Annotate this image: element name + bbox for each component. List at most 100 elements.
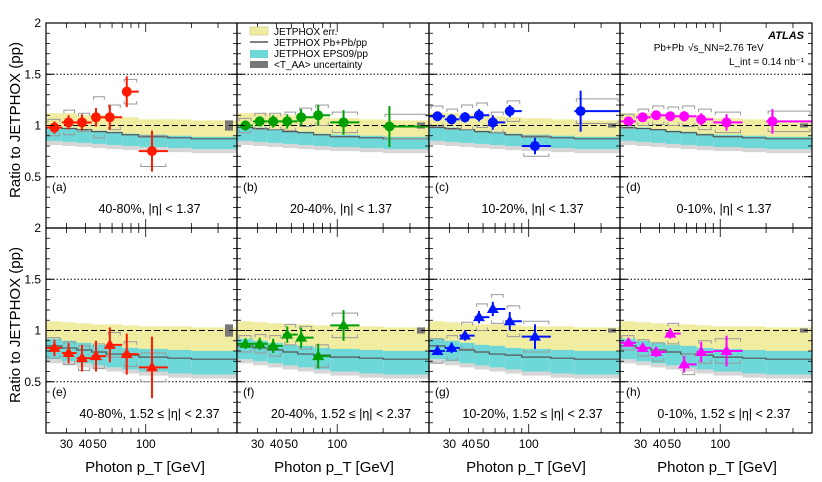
eps09-band (742, 349, 767, 374)
legend-swatch-taa (250, 61, 268, 68)
panel-tag: (h) (626, 385, 641, 399)
data-point (89, 350, 102, 361)
x-tick-label: 40 (270, 437, 284, 451)
x-tick-label: 40 (653, 437, 667, 451)
systematic-bracket (269, 335, 282, 339)
y-tick-label: 1.5 (24, 67, 41, 81)
panel-h: (h) 0-10%, 1.52 ≤ |η| < 2.37 30 40 50 100 (619, 227, 813, 451)
systematic-bracket (667, 106, 680, 111)
jetphox-pbpb-line (46, 126, 237, 140)
systematic-bracket (767, 110, 811, 115)
data-point (146, 146, 157, 157)
eps09-band (680, 131, 697, 145)
systematic-bracket (506, 333, 521, 338)
data-point (253, 337, 266, 348)
systematic-bracket (461, 345, 474, 350)
jetphox-grey-band (282, 143, 298, 149)
jetphox-grey-band (313, 146, 331, 151)
eps09-band (267, 129, 283, 143)
eps09-band (383, 351, 429, 375)
eps09-band (459, 342, 475, 364)
systematic-bracket (269, 353, 282, 357)
jetphox-grey-band (106, 144, 123, 150)
systematic-bracket (523, 135, 550, 139)
systematic-bracket (63, 341, 76, 345)
systematic-bracket (490, 129, 504, 134)
data-point (473, 110, 484, 121)
systematic-bracket (140, 378, 167, 383)
data-point (268, 116, 279, 127)
panel-tag: (d) (626, 180, 641, 194)
systematic-bracket (575, 120, 619, 124)
data-point (651, 110, 662, 121)
jetphox-grey-band (620, 140, 636, 145)
eps09-band (713, 134, 743, 148)
jetphox-grey-band (713, 371, 743, 376)
systematic-bracket (476, 303, 488, 307)
panel-label: 0-10%, |η| < 1.37 (676, 202, 771, 216)
jetphox-grey-band (138, 371, 168, 376)
jetphox-grey-band (252, 141, 268, 146)
jetphox-grey-band (444, 141, 460, 146)
jetphox-grey-band (76, 142, 92, 148)
data-point (384, 121, 395, 132)
systematic-bracket (63, 131, 76, 136)
systematic-bracket (506, 305, 521, 309)
data-point (575, 106, 586, 117)
systematic-bracket (637, 108, 650, 113)
jetphox-grey-band (191, 374, 237, 379)
panel-d: (d) 0-10%, |η| < 1.37 (619, 22, 813, 229)
jetphox-grey-band (297, 367, 314, 372)
eps09-band (297, 131, 314, 145)
systematic-bracket (652, 105, 665, 110)
systematic-bracket (461, 104, 474, 108)
jetphox-grey-band (237, 359, 253, 364)
data-point (338, 117, 349, 128)
panel-tag: (e) (52, 385, 67, 399)
jetphox-pbpb-line (46, 345, 237, 360)
data-point (504, 106, 515, 117)
eps09-band (76, 129, 92, 143)
jetphox-grey-band (46, 140, 62, 145)
data-point (529, 141, 540, 151)
jetphox-grey-band (474, 365, 490, 370)
data-point (313, 110, 324, 121)
eps09-band (474, 344, 490, 366)
systematic-bracket (78, 128, 91, 133)
jetphox-pbpb-line (237, 345, 429, 360)
eps09-band (650, 129, 666, 143)
jetphox-pbpb-line (620, 126, 812, 140)
integrated-luminosity: L_int = 0.14 nb⁻¹ (729, 57, 805, 68)
eps09-band (505, 133, 522, 146)
eps09-band (521, 134, 551, 148)
jetphox-grey-band (474, 143, 490, 149)
systematic-bracket (140, 352, 167, 357)
data-point (696, 114, 707, 125)
systematic-bracket (254, 126, 267, 131)
data-point (665, 111, 676, 122)
eps09-band (574, 351, 620, 375)
panel-label: 10-20%, 1.52 ≤ |η| < 2.37 (462, 407, 602, 421)
panels-layer: (a) 40-80%, |η| < 1.37 0.5 1 1.5 2 (b) 20-40%, … (24, 16, 813, 451)
systematic-bracket (331, 312, 359, 317)
jetphox-grey-band (330, 371, 360, 376)
systematic-bracket (523, 349, 550, 353)
eps09-band (138, 348, 168, 372)
jetphox-grey-band (696, 369, 714, 374)
jetphox-grey-band (665, 143, 681, 149)
jetphox-grey-band (521, 371, 551, 376)
systematic-bracket (523, 320, 550, 325)
jetphox-grey-band (505, 369, 522, 374)
jetphox-grey-band (489, 367, 506, 372)
jetphox-grey-band (359, 148, 384, 153)
systematic-bracket (446, 335, 459, 339)
data-point (76, 117, 87, 128)
jetphox-grey-band (574, 374, 620, 379)
data-point (254, 116, 265, 127)
data-point (458, 329, 471, 340)
data-point (281, 328, 294, 339)
eps09-band (297, 345, 314, 368)
jetphox-grey-band (650, 363, 666, 368)
x-axis-title-1: Photon p_T [GeV] (85, 459, 205, 476)
systematic-bracket (652, 342, 665, 346)
